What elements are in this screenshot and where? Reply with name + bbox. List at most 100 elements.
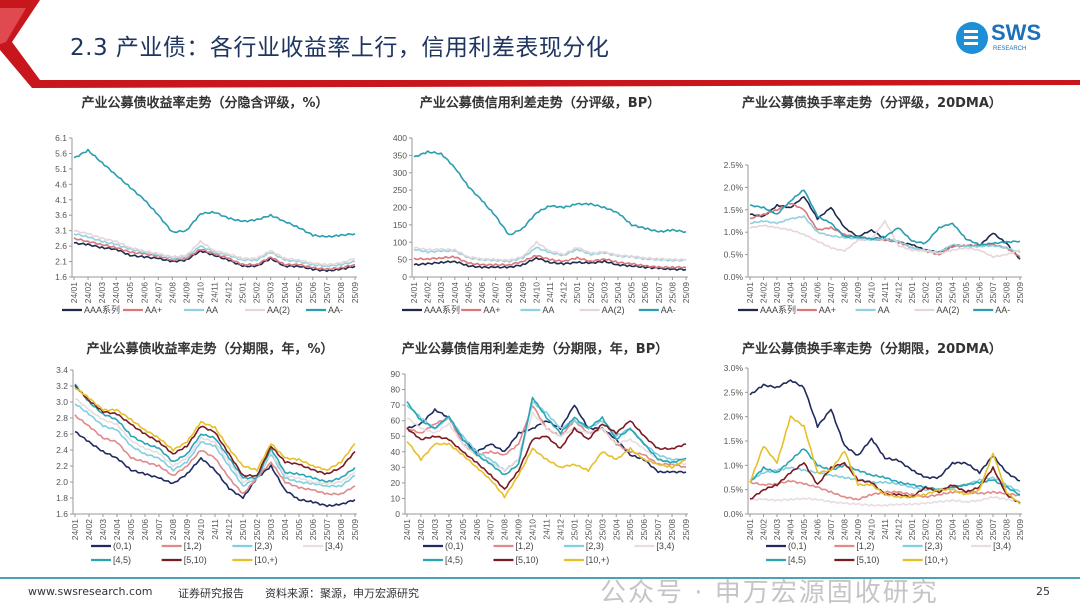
x-tick-label: 25/07 — [322, 282, 332, 304]
legend-label: AA+ — [819, 305, 836, 315]
series-line-3 — [749, 215, 1021, 254]
x-tick-label: 24/08 — [504, 282, 514, 304]
y-tick-label: 2.6 — [55, 241, 67, 251]
x-tick-label: 24/03 — [97, 282, 107, 304]
chart-2: 0 50 100 150 200 250 300 350 400 24/01 24/02 24/03 2… — [393, 133, 691, 315]
legend-item: AA(2) — [914, 305, 959, 315]
y-tick-label: 1.0% — [724, 227, 744, 237]
x-tick-label: 24/11 — [542, 519, 552, 540]
legend: AAA系列 AA+ AA AA(2) AA- — [62, 304, 343, 315]
x-tick-label: 24/05 — [799, 282, 809, 304]
y-tick-label: 150 — [393, 220, 407, 230]
legend-item: [1,2) — [161, 541, 202, 551]
series-line-5 — [73, 148, 356, 238]
footer-divider — [0, 577, 1080, 579]
y-tick-label: 5.6 — [55, 148, 67, 158]
chart-3-title: 产业公募债换手率走势（分评级，20DMA） — [742, 96, 1002, 111]
y-tick-label: 50 — [391, 431, 401, 441]
y-tick-label: 400 — [393, 133, 407, 143]
x-tick-label: 24/08 — [840, 282, 850, 304]
x-tick-label: 24/04 — [786, 282, 796, 304]
legend: AAA系列 AA+ AA AA(2) AA- — [738, 304, 1010, 315]
x-tick-label: 24/09 — [853, 282, 863, 304]
y-tick-label: 1.8 — [56, 493, 68, 503]
legend-item: AA+ — [796, 305, 836, 315]
legend-label: AA — [206, 305, 218, 315]
x-tick-label: 24/10 — [531, 282, 541, 304]
y-tick-label: 1.6 — [55, 272, 67, 282]
x-tick-label: 24/08 — [167, 282, 177, 304]
x-tick-label: 24/04 — [111, 282, 121, 304]
x-tick-label: 24/04 — [444, 519, 454, 541]
legend-item: (0,1) — [423, 541, 464, 551]
y-tick-label: 2.4 — [56, 445, 68, 455]
y-tick-label: 80 — [391, 385, 401, 395]
x-tick-label: 25/09 — [350, 519, 360, 541]
y-tick-label: 0.0% — [724, 272, 744, 282]
x-tick-label: 25/05 — [627, 282, 637, 304]
legend-label: AA- — [995, 305, 1010, 315]
x-tick-label: 25/03 — [934, 519, 944, 541]
x-tick-label: 24/10 — [528, 519, 538, 541]
x-tick-label: 24/08 — [168, 519, 178, 541]
x-tick-label: 25/01 — [572, 282, 582, 304]
legend-label: [2,3) — [925, 541, 943, 551]
y-tick-label: 0 — [402, 272, 407, 282]
y-tick-label: 10 — [391, 493, 401, 503]
x-tick-label: 24/07 — [153, 282, 163, 304]
y-tick-label: 1.0% — [724, 460, 744, 470]
footer-website[interactable]: www.swsresearch.com — [28, 585, 153, 598]
y-tick-label: 60 — [391, 416, 401, 426]
sws-logo: SWS RESEARCH — [955, 18, 1055, 62]
x-tick-label: 24/09 — [518, 282, 528, 304]
legend-item: [1,2) — [493, 541, 533, 551]
legend-item: [5,10) — [834, 555, 879, 565]
series-line-6 — [406, 420, 687, 490]
series-line-4 — [74, 398, 356, 486]
series-line-7 — [74, 387, 356, 472]
legend-label: AA — [878, 305, 890, 315]
x-tick-label: 25/09 — [1015, 282, 1025, 304]
legend-label: (0,1) — [445, 541, 464, 551]
y-tick-label: 3.4 — [56, 365, 68, 375]
x-tick-label: 25/08 — [336, 282, 346, 304]
x-tick-label: 25/06 — [640, 282, 650, 304]
x-tick-label: 24/10 — [196, 519, 206, 541]
x-tick-label: 24/08 — [840, 519, 850, 541]
x-tick-label: 24/12 — [555, 519, 565, 541]
series-line-2 — [74, 414, 356, 496]
x-tick-label: 25/04 — [280, 282, 290, 304]
series-line-5 — [413, 150, 687, 236]
y-tick-label: 4.6 — [55, 179, 67, 189]
x-tick-label: 25/04 — [613, 282, 623, 304]
x-tick-label: 24/03 — [98, 519, 108, 541]
y-tick-label: 3.1 — [55, 226, 67, 236]
x-tick-label: 24/07 — [826, 282, 836, 304]
y-tick-label: 1.5% — [724, 436, 744, 446]
legend-label: AA- — [328, 305, 343, 315]
series-line-5 — [406, 396, 687, 476]
red-swoosh-inner — [0, 8, 26, 44]
legend-item: [4,5) — [766, 555, 806, 565]
y-tick-label: 3.6 — [55, 210, 67, 220]
x-tick-label: 25/06 — [975, 282, 985, 304]
x-tick-label: 25/01 — [238, 282, 248, 304]
legend-label: [1,2) — [856, 541, 874, 551]
legend-label: [2,3) — [586, 541, 604, 551]
x-tick-label: 24/04 — [450, 282, 460, 304]
x-tick-label: 25/05 — [294, 282, 304, 304]
legend-item: [4,5) — [423, 555, 463, 565]
series-line-7 — [406, 440, 687, 499]
legend-item: AA — [520, 305, 554, 315]
x-tick-label: 25/09 — [681, 519, 691, 541]
x-tick-label: 24/10 — [867, 519, 877, 541]
legend-label: AA(2) — [936, 305, 959, 315]
x-tick-label: 24/09 — [853, 519, 863, 541]
x-tick-label: 24/07 — [154, 519, 164, 541]
legend-label: [10,+) — [586, 555, 609, 565]
legend-item: (0,1) — [766, 541, 807, 551]
x-tick-label: 24/12 — [559, 282, 569, 304]
x-tick-label: 25/07 — [988, 282, 998, 304]
y-tick-label: 200 — [393, 203, 407, 213]
